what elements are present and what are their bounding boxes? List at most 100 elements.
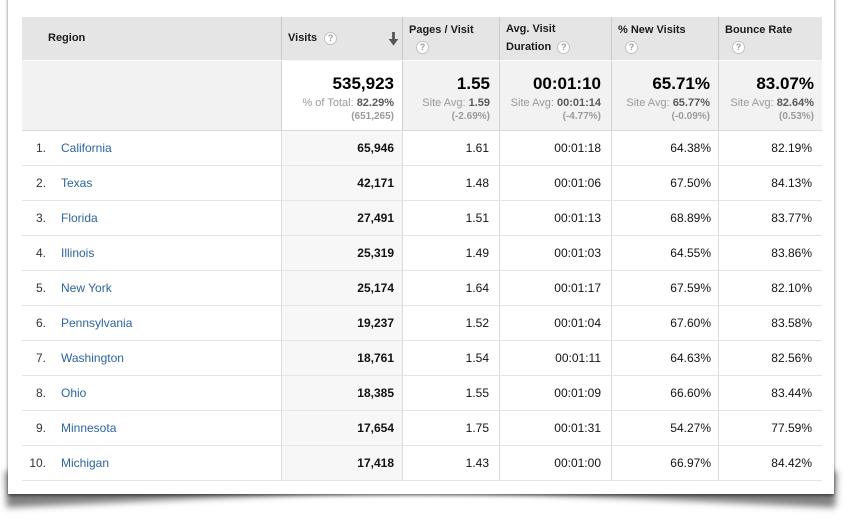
bounce-rate-value: 77.59% bbox=[771, 421, 812, 435]
pct-new-visits-value: 66.97% bbox=[670, 456, 711, 470]
help-icon[interactable]: ? bbox=[557, 41, 571, 54]
column-header-label: Visits bbox=[288, 32, 318, 44]
header-help-line: ? bbox=[618, 41, 718, 54]
visits-value: 65,946 bbox=[357, 141, 394, 155]
sort-descending-icon[interactable] bbox=[388, 31, 399, 46]
pages-per-visit-value: 1.61 bbox=[465, 141, 489, 155]
pages-per-visit-value: 1.54 bbox=[465, 351, 489, 365]
pages-per-visit-value: 1.48 bbox=[465, 176, 489, 190]
avg-visit-duration-value: 00:01:03 bbox=[554, 246, 601, 260]
pages-per-visit-value: 1.55 bbox=[465, 386, 489, 400]
table-row: 10. Michigan 17,418 1.43 00:01:00 66.97%… bbox=[22, 446, 822, 481]
pct-new-visits-cell: 66.97% bbox=[611, 446, 718, 480]
region-cell: 4. Illinois bbox=[22, 236, 281, 270]
help-icon[interactable]: ? bbox=[324, 32, 338, 45]
row-rank: 6. bbox=[35, 316, 46, 330]
bounce-rate-cell: 82.56% bbox=[718, 341, 822, 375]
avg-visit-duration-cell: 00:01:06 bbox=[499, 166, 611, 200]
totals-label: Site Avg: bbox=[422, 97, 466, 109]
bounce-rate-value: 83.77% bbox=[771, 211, 812, 225]
pages-per-visit-cell: 1.43 bbox=[402, 446, 499, 480]
column-header-pages-per-visit[interactable]: Pages / Visit ? bbox=[402, 17, 499, 60]
totals-label: Site Avg: bbox=[510, 97, 554, 109]
help-icon-glyph: ? bbox=[735, 42, 742, 52]
totals-site-avg: Site Avg: 00:01:14 bbox=[511, 97, 601, 110]
region-link[interactable]: Florida bbox=[61, 211, 98, 225]
region-link[interactable]: New York bbox=[61, 281, 112, 295]
table-row: 4. Illinois 25,319 1.49 00:01:03 64.55% … bbox=[22, 236, 822, 271]
region-link[interactable]: Minnesota bbox=[61, 421, 117, 435]
region-cell: 5. New York bbox=[22, 271, 281, 305]
region-link[interactable]: Illinois bbox=[61, 246, 95, 260]
pct-new-visits-cell: 64.38% bbox=[611, 131, 718, 165]
pages-per-visit-cell: 1.64 bbox=[402, 271, 499, 305]
column-header-pct-new-visits[interactable]: % New Visits ? bbox=[611, 17, 718, 60]
avg-visit-duration-value: 00:01:11 bbox=[555, 351, 601, 365]
pct-new-visits-value: 64.55% bbox=[670, 246, 711, 260]
totals-value: 00:01:10 bbox=[532, 74, 601, 93]
row-rank: 3. bbox=[35, 211, 46, 225]
row-rank: 1. bbox=[35, 141, 46, 155]
table-row: 5. New York 25,174 1.64 00:01:17 67.59% … bbox=[22, 271, 822, 306]
pages-per-visit-cell: 1.49 bbox=[402, 236, 499, 270]
column-header-region[interactable]: Region bbox=[22, 17, 281, 60]
totals-label: Site Avg: bbox=[730, 97, 774, 109]
totals-label: % of Total: bbox=[302, 97, 354, 109]
totals-note: (-2.69%) bbox=[451, 111, 490, 122]
region-link[interactable]: Ohio bbox=[61, 386, 87, 400]
pages-per-visit-value: 1.64 bbox=[465, 281, 489, 295]
region-link[interactable]: Michigan bbox=[61, 456, 110, 470]
row-rank: 4. bbox=[35, 246, 46, 260]
totals-note: (-0.09%) bbox=[671, 111, 710, 122]
visits-cell: 18,385 bbox=[281, 376, 402, 410]
column-header-visits[interactable]: Visits ? bbox=[281, 17, 402, 60]
bounce-rate-cell: 83.77% bbox=[718, 201, 822, 235]
pct-new-visits-cell: 67.59% bbox=[611, 271, 718, 305]
avg-visit-duration-cell: 00:01:31 bbox=[499, 411, 611, 445]
totals-bounce-rate-cell: 83.07% Site Avg: 82.64% (0.53%) bbox=[718, 61, 822, 130]
column-header-avg-visit-duration[interactable]: Avg. Visit Duration ? bbox=[499, 17, 611, 60]
bounce-rate-value: 84.13% bbox=[771, 176, 812, 190]
pct-new-visits-value: 67.60% bbox=[670, 316, 711, 330]
visits-value: 25,319 bbox=[357, 246, 394, 260]
visits-cell: 18,761 bbox=[281, 341, 402, 375]
avg-visit-duration-cell: 00:01:17 bbox=[499, 271, 611, 305]
bounce-rate-value: 83.86% bbox=[771, 246, 812, 260]
region-cell: 10. Michigan bbox=[22, 446, 281, 480]
totals-avg-visit-duration-cell: 00:01:10 Site Avg: 00:01:14 (-4.77%) bbox=[499, 61, 611, 130]
visits-header-line: Visits ? bbox=[288, 31, 402, 46]
avg-visit-duration-cell: 00:01:09 bbox=[499, 376, 611, 410]
avg-visit-duration-value: 00:01:00 bbox=[554, 456, 601, 470]
totals-note: (0.53%) bbox=[778, 111, 814, 122]
table-row: 1. California 65,946 1.61 00:01:18 64.38… bbox=[22, 131, 822, 166]
pages-per-visit-cell: 1.48 bbox=[402, 166, 499, 200]
visits-cell: 17,654 bbox=[281, 411, 402, 445]
pct-new-visits-cell: 67.60% bbox=[611, 306, 718, 340]
region-link[interactable]: Texas bbox=[61, 176, 93, 190]
help-icon[interactable]: ? bbox=[416, 41, 429, 54]
pct-new-visits-value: 67.50% bbox=[670, 176, 711, 190]
avg-visit-duration-value: 00:01:18 bbox=[554, 141, 601, 155]
visits-cell: 19,237 bbox=[281, 306, 402, 340]
totals-value: 535,923 bbox=[332, 74, 394, 93]
totals-pct-new-visits-cell: 65.71% Site Avg: 65.77% (-0.09%) bbox=[611, 61, 718, 130]
region-cell: 8. Ohio bbox=[22, 376, 281, 410]
column-header-bounce-rate[interactable]: Bounce Rate ? bbox=[718, 17, 822, 60]
totals-avg-value: 00:01:14 bbox=[556, 97, 601, 109]
pages-per-visit-value: 1.49 bbox=[465, 246, 489, 260]
region-link[interactable]: California bbox=[61, 141, 112, 155]
bounce-rate-value: 82.10% bbox=[771, 281, 812, 295]
region-link[interactable]: Washington bbox=[61, 351, 124, 365]
totals-label: Site Avg: bbox=[626, 97, 670, 109]
bounce-rate-value: 83.58% bbox=[771, 316, 812, 330]
region-cell: 7. Washington bbox=[22, 341, 281, 375]
bounce-rate-cell: 84.42% bbox=[718, 446, 822, 480]
region-link[interactable]: Pennsylvania bbox=[61, 316, 133, 330]
help-icon-glyph: ? bbox=[628, 42, 635, 52]
report-card: Region Visits ? Pages / Visit ? Avg. Vis… bbox=[8, 0, 834, 494]
bounce-rate-cell: 82.19% bbox=[718, 131, 822, 165]
help-icon[interactable]: ? bbox=[732, 41, 745, 54]
totals-note: (-4.77%) bbox=[562, 111, 601, 122]
header-help-line: ? bbox=[409, 41, 499, 54]
help-icon[interactable]: ? bbox=[625, 41, 638, 54]
